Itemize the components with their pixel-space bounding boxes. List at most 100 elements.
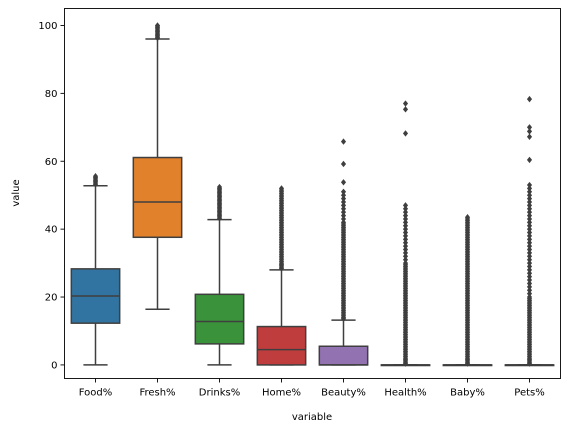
outlier-point [526, 188, 533, 196]
outlier-point [526, 198, 533, 206]
outlier-point [526, 276, 533, 284]
outlier-point [526, 283, 533, 291]
y-axis: 0 20 40 60 80 100 [38, 21, 65, 371]
box-group [256, 185, 307, 366]
box-group [504, 95, 555, 367]
outlier-point [154, 22, 161, 29]
outlier-point [526, 249, 533, 257]
outlier-point [402, 249, 409, 257]
outlier-point [526, 239, 533, 246]
outlier-point [402, 212, 409, 219]
box [318, 345, 369, 366]
x-tick-label: Fresh% [139, 388, 175, 399]
box-group [70, 172, 121, 366]
y-tick-label: 100 [38, 21, 57, 32]
outlier-point [340, 195, 347, 202]
x-tick-label: Home% [262, 388, 301, 399]
outlier-point [526, 133, 533, 141]
outlier-point [340, 138, 347, 145]
y-tick-label: 0 [51, 360, 57, 371]
outlier-point [340, 160, 347, 168]
outlier-point [526, 95, 533, 103]
outlier-point [340, 179, 347, 186]
outlier-point [278, 185, 285, 192]
outlier-point [526, 236, 533, 243]
box [132, 156, 183, 239]
outlier-point [526, 253, 533, 260]
outlier-point [402, 232, 409, 240]
outlier-point [402, 100, 409, 107]
outlier-point [526, 215, 533, 223]
outlier-point [526, 293, 533, 301]
outlier-point [526, 287, 533, 294]
outlier-point [464, 214, 471, 221]
outlier-point [526, 202, 533, 209]
outlier-point [526, 242, 533, 250]
plot-area [70, 22, 555, 367]
outlier-point [340, 219, 347, 226]
outlier-point [402, 259, 409, 267]
outlier-point [526, 246, 533, 253]
outlier-point [402, 202, 409, 209]
outlier-point [216, 183, 223, 191]
outlier-point [526, 156, 533, 164]
outlier-point [526, 128, 533, 135]
outlier-point [340, 191, 347, 199]
x-tick-label: Pets% [514, 388, 544, 399]
outlier-point [402, 236, 409, 243]
x-tick-label: Food% [79, 388, 112, 399]
outlier-point [526, 195, 533, 202]
outlier-point [526, 212, 533, 219]
outlier-point [526, 225, 533, 233]
box [256, 325, 307, 366]
outlier-point [526, 263, 533, 270]
outlier-point [340, 215, 347, 223]
y-tick-label: 60 [45, 157, 58, 168]
outlier-point [526, 208, 533, 216]
outlier-point [526, 191, 533, 199]
outlier-point [526, 232, 533, 240]
outlier-point [526, 280, 533, 287]
outlier-point [526, 256, 533, 263]
outlier-point [402, 130, 409, 137]
outlier-point [402, 239, 409, 246]
outlier-point [526, 185, 533, 192]
box-group [442, 214, 493, 367]
outlier-point [402, 229, 409, 236]
outlier-point [526, 124, 533, 131]
outlier-point [402, 253, 409, 260]
outlier-point [526, 259, 533, 267]
outlier-point [92, 172, 99, 180]
x-tick-label: Health% [384, 388, 426, 399]
x-axis-label: variable [292, 412, 332, 423]
outlier-point [402, 256, 409, 263]
outlier-point [340, 202, 347, 209]
outlier-point [526, 222, 533, 229]
box-group [318, 138, 369, 366]
outlier-point [340, 208, 347, 216]
outlier-point [402, 208, 409, 216]
outlier-point [402, 106, 409, 113]
outlier-point [402, 205, 409, 212]
outlier-point [402, 225, 409, 233]
outlier-point [402, 215, 409, 223]
outlier-point [526, 266, 533, 274]
box-group [380, 100, 431, 367]
axes-frame [64, 8, 561, 379]
outlier-point [340, 188, 347, 196]
outlier-point [526, 205, 533, 212]
x-tick-label: Baby% [450, 388, 485, 399]
outlier-point [526, 273, 533, 280]
box-group [194, 183, 245, 366]
outlier-point [340, 212, 347, 219]
outlier-point [340, 205, 347, 212]
outlier-point [526, 270, 533, 277]
outlier-point [526, 181, 533, 189]
x-tick-label: Beauty% [321, 388, 366, 399]
outlier-point [526, 229, 533, 236]
outlier-point [340, 198, 347, 206]
y-tick-label: 40 [45, 225, 58, 236]
outlier-point [402, 246, 409, 253]
